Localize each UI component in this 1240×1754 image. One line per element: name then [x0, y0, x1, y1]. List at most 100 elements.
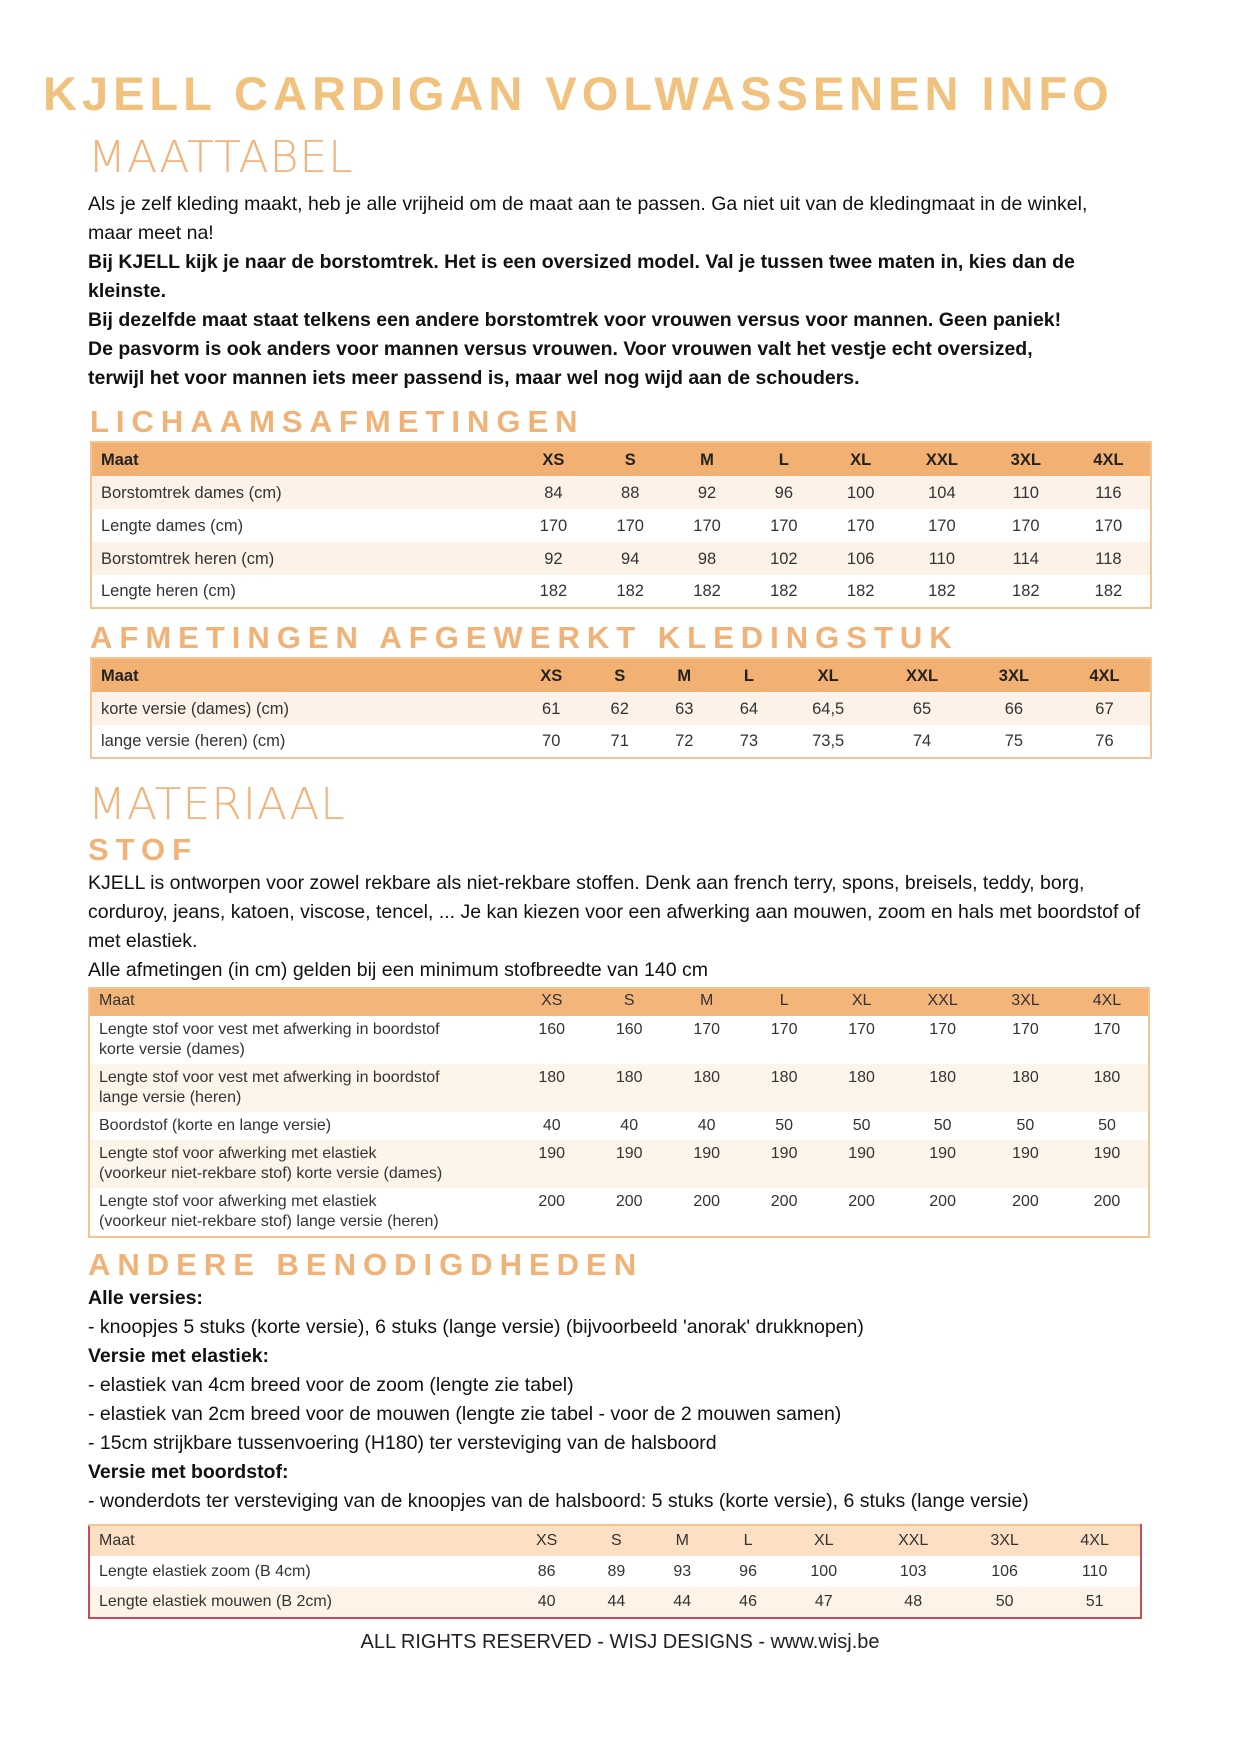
table-cell: 64: [716, 692, 782, 725]
header-cell: XL: [822, 988, 901, 1016]
table-cell: 40: [513, 1112, 591, 1140]
table-cell: 190: [900, 1140, 985, 1188]
table-cell: 50: [959, 1587, 1050, 1618]
table-header-row: Maat XS S M L XL XXL 3XL 4XL: [91, 442, 1151, 476]
andere-list: Alle versies: - knoopjes 5 stuks (korte v…: [88, 1284, 1228, 1516]
header-cell: XS: [515, 442, 592, 476]
header-cell: 4XL: [1066, 442, 1151, 476]
table-cell: 160: [513, 1016, 591, 1064]
table-cell: 180: [984, 1064, 1066, 1112]
table-cell: 46: [715, 1587, 781, 1618]
table-row: Lengte stof voor vest met afwerking in b…: [89, 1016, 1149, 1064]
header-cell: L: [715, 1525, 781, 1556]
table-cell: 50: [900, 1112, 985, 1140]
andere-heading: ANDERE BENODIGDHEDEN: [88, 1247, 644, 1282]
table-cell: 89: [607, 1562, 626, 1580]
table-cell: 64,5: [781, 692, 876, 725]
table-cell: 170: [616, 516, 644, 535]
page: KJELL CARDIGAN VOLWASSENEN INFO MAATTABE…: [43, 67, 1228, 1653]
table-cell: 48: [866, 1587, 960, 1618]
list-line: Versie met elastiek:: [88, 1345, 270, 1367]
table-cell: 170: [1065, 1016, 1149, 1064]
table-row: Borstomtrek heren (cm) 92 94 98 102 106 110 114…: [91, 542, 1151, 575]
list-line: - elastiek van 2cm breed voor de mouwen …: [88, 1403, 842, 1425]
table-cell: 40: [509, 1587, 584, 1618]
table-cell: 200: [667, 1188, 746, 1237]
table-cell: 200: [1065, 1188, 1149, 1237]
table-cell: 180: [513, 1064, 591, 1112]
table-cell: 50: [984, 1112, 1066, 1140]
header-cell: M: [667, 988, 746, 1016]
table-cell: 200: [513, 1188, 591, 1237]
afgewerkt-heading: AFMETINGEN AFGEWERKT KLEDINGSTUK: [90, 620, 959, 655]
table-cell: Borstomtrek heren (cm): [91, 542, 515, 575]
header-cell: XS: [509, 1525, 584, 1556]
table-cell: 190: [822, 1140, 901, 1188]
table-cell: 66: [968, 692, 1059, 725]
table-cell: 190: [984, 1140, 1066, 1188]
table-cell: Lengte stof voor afwerking met elastiek (…: [89, 1188, 513, 1237]
table-cell: 65: [875, 692, 969, 725]
pasvorm-paragraph: Bij dezelfde maat staat telkens een ande…: [88, 309, 1062, 389]
table-cell: 44: [649, 1587, 716, 1618]
footer-copyright: ALL RIGHTS RESERVED - WISJ DESIGNS - www…: [360, 1631, 880, 1653]
list-line: - knoopjes 5 stuks (korte versie), 6 stu…: [88, 1316, 864, 1338]
borstomtrek-paragraph: Bij KJELL kijk je naar de borstomtrek. H…: [88, 251, 1075, 302]
table-cell: 76: [1095, 732, 1114, 750]
lichaam-heading: LICHAAMSAFMETINGEN: [90, 404, 585, 439]
table-cell: 200: [822, 1188, 901, 1237]
table-cell: 67: [1058, 692, 1151, 725]
header-cell: L: [745, 988, 823, 1016]
maattabel-text: Als je zelf kleding maakt, heb je alle v…: [88, 190, 1088, 393]
table-cell: 180: [667, 1064, 746, 1112]
header-cell: XL: [781, 1525, 867, 1556]
table-cell: 182: [1012, 582, 1040, 600]
header-cell: Maat: [89, 988, 513, 1016]
elastiek-table: Maat XS S M L XL XXL 3XL 4XL Lengte elastiek zoom…: [88, 1524, 1142, 1619]
table-cell: lange versie (heren) (cm): [101, 732, 286, 750]
table-cell: 116: [1066, 476, 1151, 509]
header-cell: XL: [822, 442, 900, 476]
stof-heading: STOF: [88, 832, 199, 867]
table-cell: 182: [616, 582, 644, 600]
table-cell: 73,5: [812, 732, 845, 750]
table-cell: 110: [899, 542, 985, 575]
intro-paragraph: Als je zelf kleding maakt, heb je alle v…: [88, 193, 1088, 244]
table-cell: 170: [1012, 516, 1040, 535]
table-cell: 170: [928, 516, 956, 535]
table-cell: 190: [745, 1140, 823, 1188]
header-cell: XXL: [875, 658, 969, 692]
table-cell: korte versie (dames) (cm): [91, 692, 515, 725]
table-cell: 170: [770, 516, 798, 535]
table-cell: 84: [515, 476, 592, 509]
table-row: Lengte dames (cm) 170 170 170 170 170 170 170 17…: [91, 509, 1151, 542]
table-cell: 93: [673, 1562, 692, 1580]
table-cell: 50: [745, 1112, 823, 1140]
table-cell: 180: [745, 1064, 823, 1112]
table-cell: Borstomtrek dames (cm): [91, 476, 515, 509]
table-cell: 100: [822, 476, 900, 509]
table-cell: 190: [1065, 1140, 1149, 1188]
cell-line: Lengte stof voor vest met afwerking in b…: [99, 1021, 440, 1038]
header-cell: Maat: [89, 1525, 510, 1556]
table-cell: 170: [1094, 516, 1123, 535]
header-cell: S: [583, 1525, 650, 1556]
table-cell: 104: [899, 476, 985, 509]
table-cell: 75: [1004, 732, 1024, 750]
header-cell: Maat: [91, 658, 515, 692]
table-cell: 96: [745, 476, 823, 509]
table-cell: 182: [928, 582, 956, 600]
table-cell: Lengte elastiek zoom (B 4cm): [99, 1562, 311, 1580]
cell-line: Boordstof (korte en lange versie): [99, 1117, 332, 1134]
table-row: Lengte stof voor afwerking met elastiek (…: [89, 1188, 1149, 1237]
table-cell: 102: [745, 542, 823, 575]
table-cell: 180: [1065, 1064, 1149, 1112]
table-cell: 50: [1065, 1112, 1149, 1140]
table-cell: 94: [591, 542, 669, 575]
cell-line: Lengte stof voor afwerking met elastiek: [99, 1193, 377, 1210]
table-cell: 92: [668, 476, 746, 509]
table-cell: 180: [900, 1064, 985, 1112]
table-header-row: Maat XS S M L XL XXL 3XL 4XL: [89, 988, 1149, 1016]
table-cell: Lengte heren (cm): [101, 582, 236, 600]
lichaam-table: Maat XS S M L XL XXL 3XL 4XL Borstomtrek dames (c…: [90, 441, 1152, 609]
